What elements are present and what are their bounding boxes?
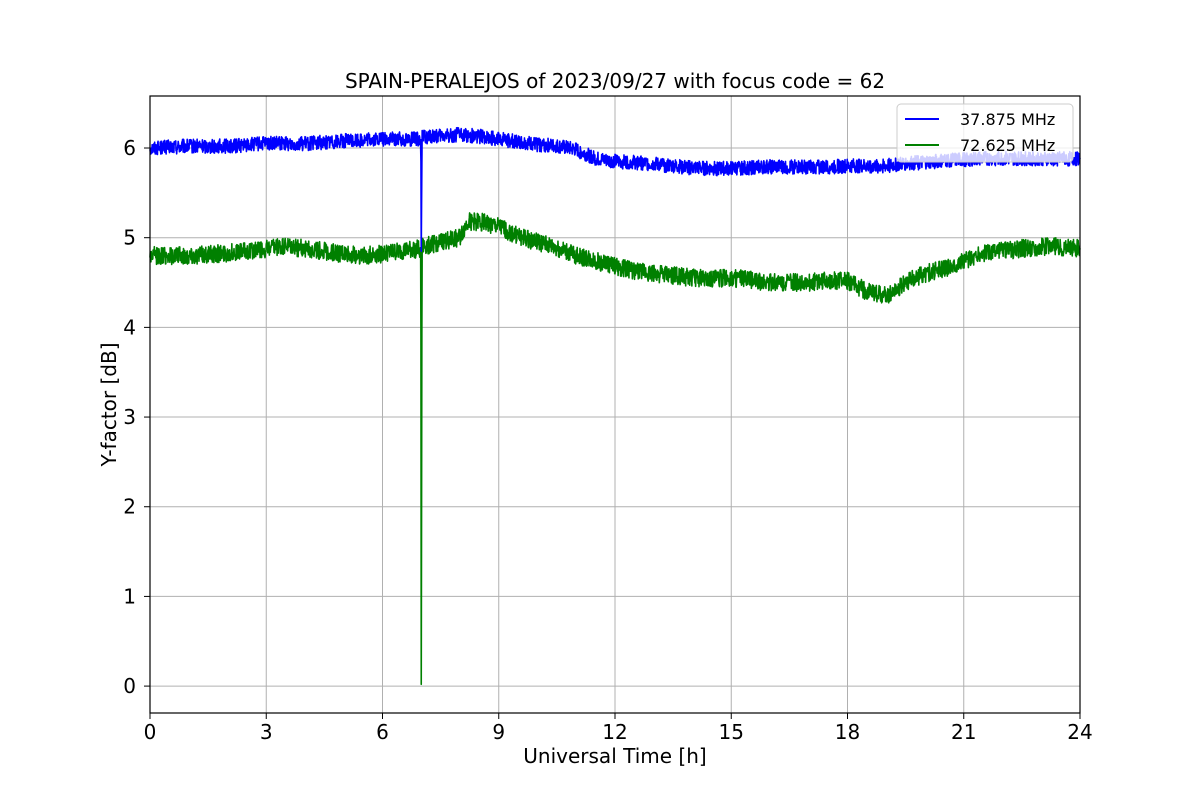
y-tick-label: 4: [123, 315, 136, 339]
x-tick-label: 24: [1067, 720, 1092, 744]
x-tick-label: 9: [492, 720, 505, 744]
y-tick-label: 2: [123, 495, 136, 519]
x-tick-label: 15: [719, 720, 744, 744]
y-tick-label: 6: [123, 136, 136, 160]
x-tick-label: 12: [602, 720, 627, 744]
x-axis-label: Universal Time [h]: [523, 744, 706, 768]
legend: 37.875 MHz 72.625 MHz: [896, 103, 1074, 163]
y-tick-label: 5: [123, 226, 136, 250]
x-tick-label: 3: [260, 720, 273, 744]
chart-title: SPAIN-PERALEJOS of 2023/09/27 with focus…: [345, 69, 885, 93]
series-line-2: [149, 212, 1081, 686]
x-tick-label: 21: [951, 720, 976, 744]
x-tick-label: 18: [835, 720, 860, 744]
y-tick-label: 3: [123, 405, 136, 429]
legend-label-series-2: 72.625 MHz: [960, 136, 1055, 155]
x-tick-label: 6: [376, 720, 389, 744]
legend-box: [896, 103, 1074, 163]
x-tick-label: 0: [144, 720, 157, 744]
legend-label-series-1: 37.875 MHz: [960, 110, 1055, 129]
y-tick-label: 1: [123, 584, 136, 608]
y-tick-label: 0: [123, 674, 136, 698]
y-axis-label: Y-factor [dB]: [97, 342, 121, 467]
